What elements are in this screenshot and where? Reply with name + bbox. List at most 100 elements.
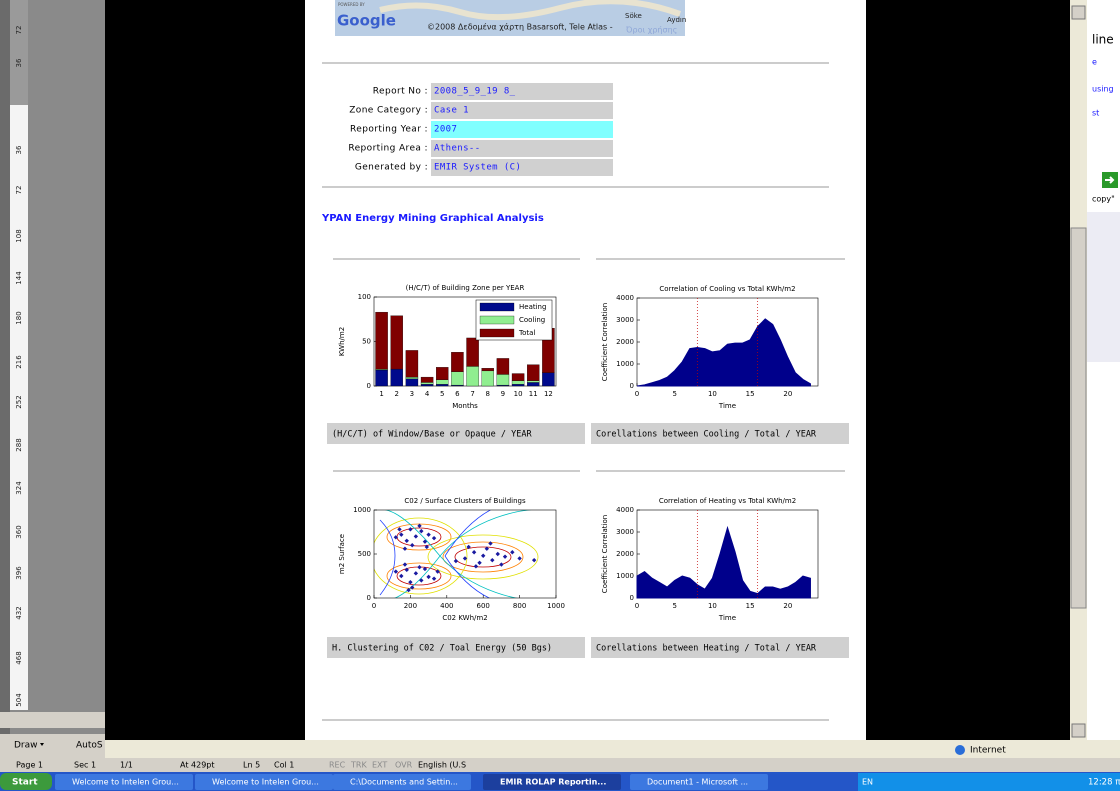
x-tick-label: 15 bbox=[746, 602, 755, 610]
bar-segment bbox=[436, 384, 448, 386]
map-copyright: ©2008 Δεδομένα χάρτη Basarsoft, Tele Atl… bbox=[427, 22, 613, 32]
x-tick-label: 10 bbox=[514, 390, 523, 398]
x-tick-label: 5 bbox=[440, 390, 444, 398]
caption: Corellations between Cooling / Total / Y… bbox=[596, 430, 817, 440]
x-axis-label: Time bbox=[718, 614, 736, 622]
ruler-margin bbox=[10, 0, 28, 105]
status-item: OVR bbox=[395, 761, 413, 770]
map-powered-by: POWERED BY bbox=[338, 2, 365, 7]
x-tick-label: 15 bbox=[746, 390, 755, 398]
ie-status-bar bbox=[105, 740, 1120, 758]
word-status-bar bbox=[0, 758, 1120, 772]
x-tick-label: 800 bbox=[513, 602, 526, 610]
x-tick-label: 6 bbox=[455, 390, 460, 398]
word-edge bbox=[0, 0, 10, 735]
task-label[interactable]: Welcome to Intelen Grou... bbox=[212, 778, 319, 787]
task-label[interactable]: Welcome to Intelen Grou... bbox=[72, 778, 179, 787]
y-tick-label: 2000 bbox=[616, 550, 634, 558]
field-value: Case 1 bbox=[434, 106, 469, 116]
bar-segment bbox=[421, 384, 433, 386]
bar-segment bbox=[451, 352, 463, 372]
ruler-label: 216 bbox=[15, 355, 23, 369]
map-terms[interactable]: Όροι χρήσης bbox=[625, 25, 677, 35]
field-value: EMIR System (C) bbox=[434, 163, 521, 173]
chart-title: (H/C/T) of Building Zone per YEAR bbox=[406, 284, 525, 292]
clock: 12:28 πμ bbox=[1088, 778, 1120, 788]
bar-segment bbox=[527, 382, 539, 386]
y-tick-label: 4000 bbox=[616, 294, 634, 302]
bar-segment bbox=[406, 350, 418, 377]
field-label: Report No : bbox=[373, 87, 428, 97]
y-tick-label: 0 bbox=[630, 382, 634, 390]
bar-segment bbox=[512, 381, 524, 385]
side-text: st bbox=[1092, 109, 1099, 118]
x-axis-label: Months bbox=[452, 402, 478, 410]
status-item: REC bbox=[329, 761, 346, 770]
y-axis-label: Coefficient Correlation bbox=[601, 515, 609, 593]
x-tick-label: 10 bbox=[708, 602, 717, 610]
task-label[interactable]: C:\Documents and Settin... bbox=[350, 778, 458, 787]
scroll-up[interactable] bbox=[1072, 6, 1085, 19]
legend-label: Cooling bbox=[519, 316, 545, 324]
x-tick-label: 0 bbox=[635, 390, 639, 398]
chart-title: Correlation of Heating vs Total KWh/m2 bbox=[659, 497, 796, 505]
autoshapes-menu[interactable]: AutoS bbox=[76, 741, 103, 751]
bar-segment bbox=[451, 372, 463, 385]
draw-menu[interactable]: Draw bbox=[14, 741, 38, 751]
field-label: Reporting Year : bbox=[350, 125, 428, 135]
field-value: Athens-- bbox=[434, 144, 481, 154]
map-logo: Google bbox=[337, 12, 396, 30]
bar-segment bbox=[482, 371, 494, 386]
side-text: using bbox=[1092, 85, 1114, 94]
view-buttons[interactable] bbox=[0, 712, 105, 728]
status-item: Page 1 bbox=[16, 761, 43, 770]
task-label[interactable]: Document1 - Microsoft ... bbox=[647, 778, 748, 787]
y-axis-label: KWh/m2 bbox=[338, 327, 346, 356]
bar-segment bbox=[406, 379, 418, 386]
field-label: Reporting Area : bbox=[348, 144, 428, 154]
ruler-label: 432 bbox=[15, 606, 23, 619]
bar-segment bbox=[467, 366, 479, 386]
bar-segment bbox=[527, 365, 539, 381]
y-axis-label: m2 Surface bbox=[338, 534, 346, 574]
y-tick-label: 100 bbox=[358, 293, 371, 301]
language[interactable]: EN bbox=[862, 778, 873, 787]
screen: 7236367210814418021625228832436039643246… bbox=[0, 0, 1120, 791]
ruler-label: 144 bbox=[15, 271, 23, 285]
field-value: 2008_5_9_19 8_ bbox=[434, 87, 516, 97]
x-tick-label: 20 bbox=[783, 390, 792, 398]
legend-swatch bbox=[480, 303, 514, 311]
internet-icon bbox=[955, 745, 965, 755]
ruler-label: 36 bbox=[15, 58, 23, 67]
y-tick-label: 0 bbox=[630, 594, 634, 602]
x-tick-label: 8 bbox=[486, 390, 490, 398]
x-tick-label: 1 bbox=[379, 390, 383, 398]
y-tick-label: 500 bbox=[358, 550, 371, 558]
start-label[interactable]: Start bbox=[12, 778, 38, 788]
x-tick-label: 12 bbox=[544, 390, 553, 398]
ruler-label: 108 bbox=[15, 229, 23, 242]
scroll-thumb[interactable] bbox=[1071, 228, 1086, 608]
caption: H. Clustering of C02 / Toal Energy (50 B… bbox=[332, 644, 552, 654]
field-label: Generated by : bbox=[355, 163, 428, 173]
bar-segment bbox=[436, 380, 448, 384]
x-tick-label: 10 bbox=[708, 390, 717, 398]
x-tick-label: 0 bbox=[635, 602, 639, 610]
x-tick-label: 600 bbox=[477, 602, 490, 610]
bar-segment bbox=[391, 316, 403, 369]
legend-swatch bbox=[480, 329, 514, 337]
bar-segment bbox=[391, 369, 403, 386]
task-label[interactable]: EMIR ROLAP Reportin... bbox=[500, 778, 606, 787]
ruler-label: 72 bbox=[15, 186, 23, 195]
y-tick-label: 50 bbox=[362, 338, 371, 346]
chart-title: Correlation of Cooling vs Total KWh/m2 bbox=[659, 285, 795, 293]
map-place: Söke bbox=[625, 12, 642, 20]
x-axis-label: Time bbox=[718, 402, 736, 410]
status-item: EXT bbox=[372, 761, 387, 770]
x-tick-label: 5 bbox=[672, 390, 676, 398]
y-tick-label: 1000 bbox=[616, 360, 634, 368]
bar-segment bbox=[482, 368, 494, 371]
section-heading: YPAN Energy Mining Graphical Analysis bbox=[321, 213, 544, 224]
scroll-down[interactable] bbox=[1072, 724, 1085, 737]
bar-segment bbox=[421, 382, 433, 384]
